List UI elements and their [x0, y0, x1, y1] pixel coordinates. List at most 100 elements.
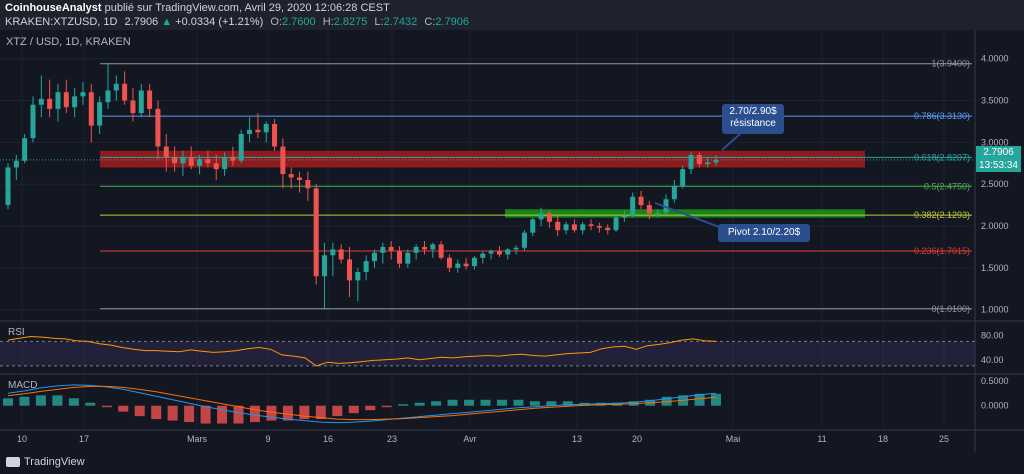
- candle-body: [530, 219, 536, 233]
- time-label: 11: [817, 434, 826, 444]
- candle-body: [47, 98, 53, 109]
- macd-histogram-bar: [282, 405, 293, 421]
- low-value: 2.7432: [383, 16, 418, 28]
- macd-histogram-bar: [52, 395, 63, 406]
- macd-histogram-bar: [233, 405, 244, 424]
- macd-histogram-bar: [480, 399, 491, 406]
- macd-histogram-bar: [332, 405, 343, 417]
- time-label: 18: [878, 434, 888, 444]
- candle-body: [605, 227, 611, 231]
- open-value: 2.7600: [281, 16, 316, 28]
- candle-body: [355, 272, 361, 281]
- candle-body: [455, 263, 461, 268]
- macd-histogram-bar: [464, 399, 475, 406]
- up-arrow-icon: ▲: [161, 16, 173, 28]
- price-axis-label: 4.0000: [981, 54, 1009, 64]
- price-change: +0.0334 (+1.21%): [175, 16, 264, 28]
- macd-histogram-bar: [431, 401, 442, 406]
- candle-body: [255, 129, 261, 133]
- resistance-pointer: [721, 133, 741, 151]
- candle-body: [5, 167, 11, 206]
- candle-body: [122, 83, 128, 101]
- price-axis-label: 2.0000: [981, 221, 1009, 231]
- candle-body: [546, 213, 552, 222]
- candle-body: [322, 255, 328, 277]
- candle-body: [155, 108, 161, 147]
- candle-body: [571, 224, 577, 231]
- high-label: H:: [322, 16, 334, 28]
- macd-title: MACD: [8, 380, 38, 391]
- time-label: 13: [572, 434, 582, 444]
- macd-histogram-bar: [299, 405, 310, 420]
- candle-body: [538, 213, 544, 220]
- open-label: O:: [270, 16, 282, 28]
- price-axis-label: 3.0000: [981, 137, 1009, 147]
- candle-body: [613, 217, 619, 231]
- candle-body: [563, 224, 569, 231]
- candle-body: [113, 83, 119, 91]
- macd-histogram-bar: [496, 399, 507, 406]
- candle-body: [305, 180, 311, 189]
- macd-histogram-bar: [151, 405, 162, 420]
- candle-body: [680, 169, 686, 186]
- candle-body: [705, 162, 711, 165]
- chart-header: CoinhouseAnalyst publié sur TradingView.…: [0, 0, 1024, 30]
- pivot-callout[interactable]: Pivot 2.10/2.20$: [718, 224, 810, 242]
- candle-body: [430, 244, 436, 250]
- symbol-line: KRAKEN:XTZUSD, 1D: [5, 16, 118, 28]
- fib-level-label: 0.786(3.3130): [914, 111, 970, 121]
- macd-histogram-bar: [661, 396, 672, 406]
- candle-body: [163, 146, 169, 158]
- candle-body: [488, 251, 494, 254]
- tradingview-icon: [6, 457, 20, 467]
- candle-body: [713, 159, 719, 163]
- candle-body: [446, 257, 452, 268]
- brand-name: TradingView: [24, 456, 85, 468]
- countdown-tag: 13:53:34: [976, 159, 1021, 172]
- rsi-axis-label: 40.00: [981, 355, 1004, 365]
- fib-level-label: 1(3.9400): [931, 59, 970, 69]
- fib-level-label: 0.5(2.4750): [924, 181, 970, 191]
- macd-axis-label: 0.5000: [981, 376, 1009, 386]
- candle-body: [288, 174, 294, 178]
- macd-histogram-bar: [365, 405, 376, 411]
- candle-body: [621, 215, 627, 218]
- chart-canvas[interactable]: 10 17 Mars 9 16 23 Avr 13 20 Mai 11 18 25 1(3.9400) 0.…: [0, 0, 1024, 452]
- candle-body: [38, 98, 44, 105]
- macd-histogram-bar: [217, 405, 228, 424]
- candle-body: [688, 154, 694, 170]
- candle-body: [371, 252, 377, 262]
- candle-body: [596, 226, 602, 228]
- macd-histogram-bar: [414, 402, 425, 406]
- candle-body: [313, 188, 319, 277]
- tradingview-logo[interactable]: TradingView: [6, 456, 85, 468]
- time-label: 16: [323, 434, 333, 444]
- author-name[interactable]: CoinhouseAnalyst: [5, 2, 102, 14]
- candle-body: [247, 129, 253, 134]
- time-label: Avr: [463, 434, 476, 444]
- fib-level-label: 0.236(1.7015): [914, 246, 970, 256]
- candle-body: [638, 196, 644, 206]
- macd-histogram-bar: [381, 405, 392, 408]
- price-axis-label: 3.5000: [981, 96, 1009, 106]
- candle-body: [13, 160, 19, 168]
- candle-body: [580, 224, 586, 231]
- candle-body: [521, 232, 527, 248]
- candle-body: [72, 96, 78, 108]
- macd-histogram-bar: [68, 398, 79, 406]
- candle-body: [330, 249, 336, 256]
- last-price: 2.7906: [124, 16, 159, 28]
- candle-body: [405, 252, 411, 264]
- macd-histogram-bar: [562, 401, 573, 406]
- candle-body: [338, 249, 344, 260]
- candle-body: [147, 90, 153, 109]
- macd-histogram-bar: [513, 399, 524, 406]
- candle-body: [180, 157, 186, 164]
- candle-body: [297, 177, 303, 180]
- time-label: 17: [79, 434, 89, 444]
- candle-body: [238, 134, 244, 161]
- ohlc-line: KRAKEN:XTZUSD, 1D 2.7906 ▲ +0.0334 (+1.2…: [5, 16, 469, 28]
- resistance-callout[interactable]: 2.70/2.90$ résistance: [722, 104, 784, 134]
- macd-histogram-bar: [711, 393, 721, 406]
- candle-body: [30, 104, 36, 139]
